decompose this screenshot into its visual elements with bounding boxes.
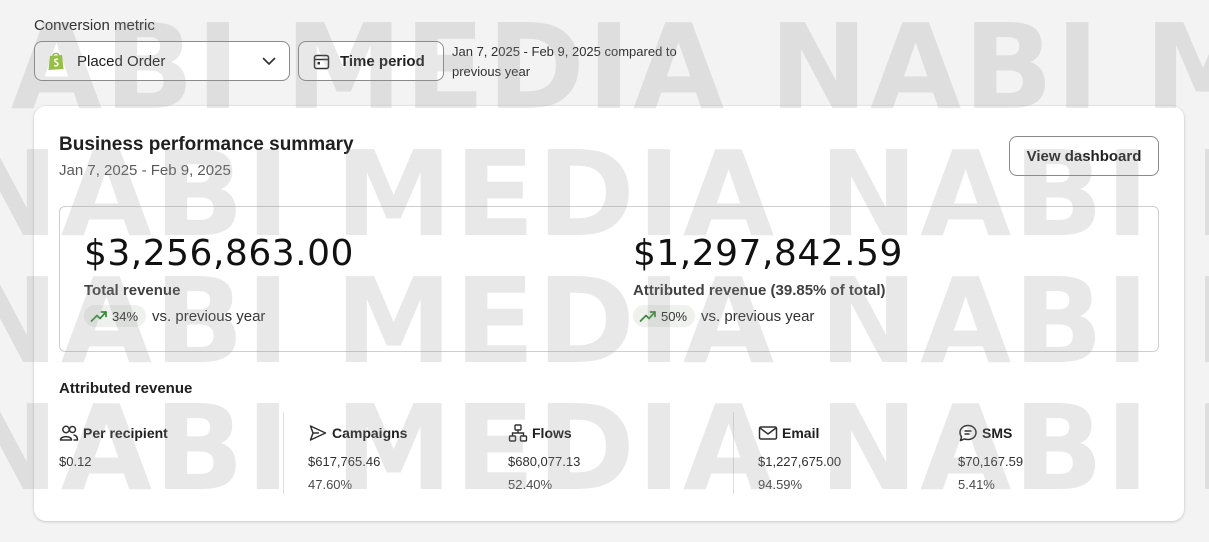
card-date-range: Jan 7, 2025 - Feb 9, 2025 — [59, 162, 231, 179]
card-title: Business performance summary — [59, 134, 354, 155]
stat-percent: 47.60% — [308, 477, 353, 492]
total-revenue-trend: 34% vs. previous year — [84, 305, 354, 327]
stat-percent: 52.40% — [508, 477, 553, 492]
stat-percent: 94.59% — [758, 477, 803, 492]
stat-label: Email — [782, 425, 820, 441]
trend-badge: 50% — [633, 305, 696, 327]
attributed-revenue-label: Attributed revenue (39.85% of total) — [633, 282, 886, 299]
stat-per-recipient: Per recipient $0.12 — [59, 424, 168, 469]
trend-percent: 34% — [112, 308, 139, 324]
total-revenue-value: $3,256,863.00 — [84, 233, 354, 274]
stat-label: Per recipient — [83, 425, 168, 441]
trend-badge: 34% — [84, 305, 147, 327]
time-period-button[interactable]: Time period — [298, 41, 444, 81]
time-period-label: Time period — [340, 52, 425, 70]
stat-flows: Flows $680,077.13 52.40% — [508, 424, 580, 492]
trend-percent: 50% — [661, 308, 688, 324]
conversion-metric-value: Placed Order — [77, 52, 166, 70]
send-icon — [309, 425, 327, 441]
sms-icon — [959, 424, 977, 442]
total-revenue-label: Total revenue — [84, 282, 181, 299]
attributed-revenue-value: $1,297,842.59 — [633, 233, 903, 274]
revenue-summary-box: $3,256,863.00 Total revenue 34% vs. prev… — [59, 206, 1159, 352]
stat-value: $680,077.13 — [508, 454, 581, 469]
conversion-metric-select[interactable]: Placed Order — [34, 41, 290, 81]
email-icon — [758, 426, 778, 440]
divider — [283, 412, 284, 494]
trend-up-icon — [639, 311, 656, 322]
shopify-icon — [48, 52, 64, 70]
attributed-revenue-section-title: Attributed revenue — [59, 380, 193, 397]
stat-sms: SMS $70,167.59 5.41% — [958, 424, 1023, 492]
view-dashboard-button[interactable]: View dashboard — [1009, 136, 1159, 176]
divider — [733, 412, 734, 494]
conversion-metric-label: Conversion metric — [34, 17, 155, 34]
stat-value: $617,765.46 — [308, 454, 381, 469]
stat-value: $1,227,675.00 — [758, 454, 842, 469]
stat-value: $0.12 — [59, 454, 92, 469]
stat-label: SMS — [982, 425, 1013, 441]
chevron-down-icon — [262, 57, 276, 65]
people-icon — [59, 425, 79, 441]
stat-percent: 5.41% — [958, 477, 995, 492]
stat-label: Flows — [532, 425, 572, 441]
stat-label: Campaigns — [332, 425, 408, 441]
business-performance-card: Business performance summary Jan 7, 2025… — [34, 106, 1184, 521]
trend-up-icon — [90, 311, 107, 322]
calendar-icon — [313, 54, 330, 69]
comparison-date-note: Jan 7, 2025 - Feb 9, 2025 compared to pr… — [452, 44, 677, 79]
trend-comparison: vs. previous year — [152, 307, 266, 325]
attributed-revenue-metric: $1,297,842.59 Attributed revenue (39.85%… — [633, 233, 903, 327]
flow-icon — [508, 424, 528, 442]
stat-email: Email $1,227,675.00 94.59% — [758, 424, 841, 492]
stat-value: $70,167.59 — [958, 454, 1024, 469]
attributed-revenue-trend: 50% vs. previous year — [633, 305, 903, 327]
total-revenue-metric: $3,256,863.00 Total revenue 34% vs. prev… — [84, 233, 354, 327]
stat-campaigns: Campaigns $617,765.46 47.60% — [308, 424, 407, 492]
trend-comparison: vs. previous year — [701, 307, 815, 325]
